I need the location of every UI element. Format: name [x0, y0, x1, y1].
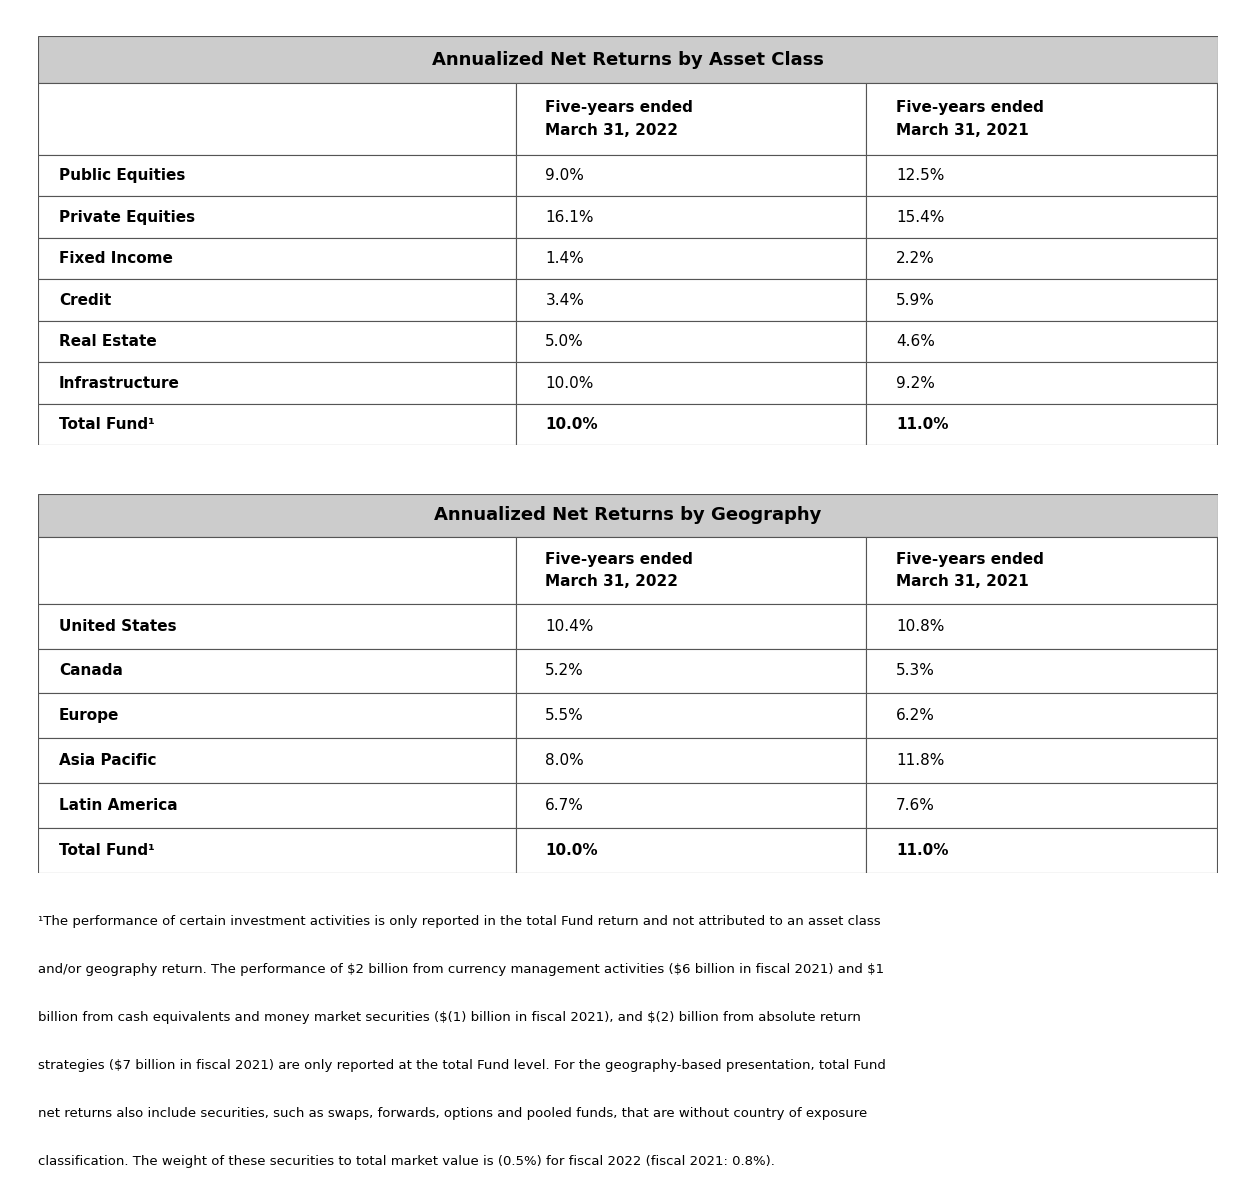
Text: 1.4%: 1.4% [545, 252, 584, 266]
Bar [516, 738, 867, 783]
Text: 10.4%: 10.4% [545, 619, 594, 633]
Text: 2.2%: 2.2% [896, 252, 934, 266]
Text: 10.0%: 10.0% [545, 376, 594, 391]
Text: classification. The weight of these securities to total market value is (0.5%) f: classification. The weight of these secu… [38, 1156, 775, 1168]
Text: Asia Pacific: Asia Pacific [59, 754, 157, 768]
Text: 5.3%: 5.3% [896, 663, 934, 678]
Text: Fixed Income: Fixed Income [59, 252, 173, 266]
Bar [38, 36, 1218, 83]
Bar [38, 828, 516, 873]
Bar [38, 783, 516, 828]
Bar [867, 238, 1217, 279]
Text: 6.2%: 6.2% [896, 708, 934, 724]
Bar [867, 738, 1217, 783]
Bar [516, 405, 867, 445]
Bar [38, 537, 516, 603]
Text: 9.2%: 9.2% [896, 376, 934, 391]
Text: Annualized Net Returns by Geography: Annualized Net Returns by Geography [435, 507, 821, 525]
Bar [867, 828, 1217, 873]
Text: 5.0%: 5.0% [545, 335, 584, 349]
Text: 10.0%: 10.0% [545, 843, 598, 858]
Text: 11.8%: 11.8% [896, 754, 945, 768]
Text: 4.6%: 4.6% [896, 335, 934, 349]
Text: 15.4%: 15.4% [896, 209, 945, 225]
Bar [38, 694, 516, 738]
Bar [867, 537, 1217, 603]
Text: and/or geography return. The performance of \$2 billion from currency management: and/or geography return. The performance… [38, 963, 884, 975]
Bar [516, 155, 867, 196]
Bar [38, 83, 516, 155]
Text: 3.4%: 3.4% [545, 293, 584, 308]
Text: 11.0%: 11.0% [896, 843, 948, 858]
Text: 7.6%: 7.6% [896, 798, 934, 813]
Bar [867, 649, 1217, 694]
Text: 8.0%: 8.0% [545, 754, 584, 768]
Text: billion from cash equivalents and money market securities (\$(1) billion in fisc: billion from cash equivalents and money … [38, 1011, 860, 1023]
Bar [516, 196, 867, 238]
Bar [867, 155, 1217, 196]
Bar [516, 603, 867, 649]
Bar [516, 783, 867, 828]
Bar [38, 321, 516, 362]
Bar [867, 405, 1217, 445]
Text: Real Estate: Real Estate [59, 335, 157, 349]
Bar [516, 362, 867, 405]
Text: Public Equities: Public Equities [59, 169, 186, 183]
Bar [38, 196, 516, 238]
Bar [867, 83, 1217, 155]
Bar [38, 362, 516, 405]
Bar [38, 494, 1218, 537]
Text: 6.7%: 6.7% [545, 798, 584, 813]
Text: Credit: Credit [59, 293, 112, 308]
Bar [516, 238, 867, 279]
Text: Latin America: Latin America [59, 798, 177, 813]
Text: Canada: Canada [59, 663, 123, 678]
Text: Total Fund¹: Total Fund¹ [59, 418, 154, 432]
Text: Europe: Europe [59, 708, 119, 724]
Text: Annualized Net Returns by Asset Class: Annualized Net Returns by Asset Class [432, 51, 824, 69]
Bar [867, 362, 1217, 405]
Bar [38, 279, 516, 321]
Text: strategies (\$7 billion in fiscal 2021) are only reported at the total Fund leve: strategies (\$7 billion in fiscal 2021) … [38, 1060, 885, 1072]
Bar [38, 649, 516, 694]
Bar [516, 828, 867, 873]
Text: 12.5%: 12.5% [896, 169, 945, 183]
Text: 5.2%: 5.2% [545, 663, 584, 678]
Text: 10.8%: 10.8% [896, 619, 945, 633]
Bar [867, 694, 1217, 738]
Bar [38, 405, 516, 445]
Bar [516, 537, 867, 603]
Text: United States: United States [59, 619, 177, 633]
Bar [867, 321, 1217, 362]
Text: 9.0%: 9.0% [545, 169, 584, 183]
Bar [867, 603, 1217, 649]
Text: ¹The performance of certain investment activities is only reported in the total : ¹The performance of certain investment a… [38, 915, 880, 927]
Text: 16.1%: 16.1% [545, 209, 594, 225]
Bar [516, 83, 867, 155]
Text: 10.0%: 10.0% [545, 418, 598, 432]
Text: Five-years ended
March 31, 2021: Five-years ended March 31, 2021 [896, 100, 1044, 137]
Bar [38, 238, 516, 279]
Bar [516, 279, 867, 321]
Bar [38, 155, 516, 196]
Bar [38, 738, 516, 783]
Text: Five-years ended
March 31, 2022: Five-years ended March 31, 2022 [545, 100, 693, 137]
Text: Five-years ended
March 31, 2022: Five-years ended March 31, 2022 [545, 551, 693, 589]
Text: Private Equities: Private Equities [59, 209, 195, 225]
Text: Total Fund¹: Total Fund¹ [59, 843, 154, 858]
Text: net returns also include securities, such as swaps, forwards, options and pooled: net returns also include securities, suc… [38, 1108, 867, 1120]
Text: Infrastructure: Infrastructure [59, 376, 180, 391]
Bar [867, 196, 1217, 238]
Bar [516, 321, 867, 362]
Bar [516, 649, 867, 694]
Text: 5.9%: 5.9% [896, 293, 934, 308]
Text: 5.5%: 5.5% [545, 708, 584, 724]
Text: Five-years ended
March 31, 2021: Five-years ended March 31, 2021 [896, 551, 1044, 589]
Bar [867, 279, 1217, 321]
Bar [516, 694, 867, 738]
Text: 11.0%: 11.0% [896, 418, 948, 432]
Bar [867, 783, 1217, 828]
Bar [38, 603, 516, 649]
